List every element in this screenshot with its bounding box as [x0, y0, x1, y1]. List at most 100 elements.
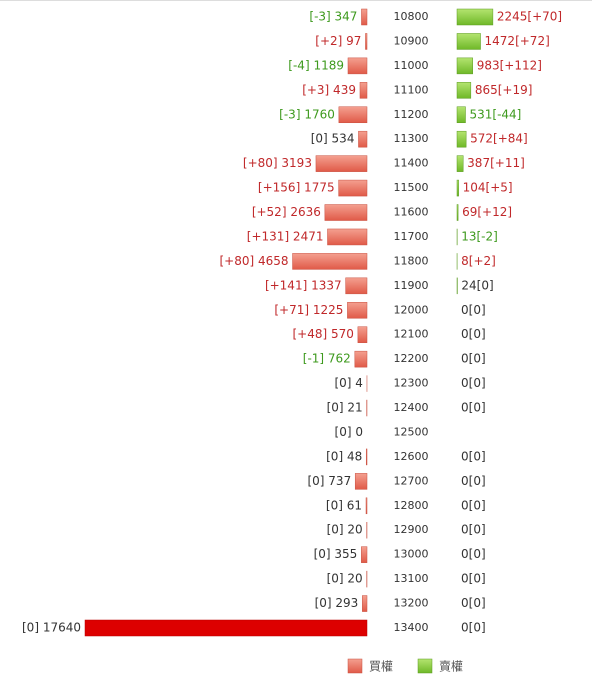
put-label: 865[+19]	[475, 83, 533, 97]
put-bar	[456, 106, 466, 124]
strike-label: 11900	[394, 279, 429, 292]
put-label: 0[0]	[461, 327, 486, 341]
put-label: 387[+11]	[467, 156, 525, 170]
call-label: [0] 48	[326, 449, 362, 463]
strike-label: 10900	[394, 34, 429, 47]
strike-label: 12100	[394, 328, 429, 341]
strike-label: 11700	[394, 230, 429, 243]
put-label: 0[0]	[461, 352, 486, 366]
call-bar	[362, 595, 368, 612]
call-bar	[361, 8, 368, 26]
put-label: 0[0]	[461, 572, 486, 586]
strike-label: 11100	[394, 83, 429, 96]
put-bar	[456, 155, 464, 172]
put-label: 0[0]	[461, 621, 486, 635]
strike-label: 10800	[394, 10, 429, 23]
put-bar	[456, 130, 467, 148]
put-bar	[456, 82, 472, 99]
call-bar	[315, 155, 368, 172]
strike-label: 13000	[394, 548, 429, 561]
put-label: 0[0]	[461, 376, 486, 390]
call-label: [0] 293	[315, 596, 359, 610]
legend-swatch	[417, 658, 433, 674]
put-bar	[456, 204, 459, 221]
call-label: [0] 534	[311, 132, 355, 146]
call-label: [+2] 97	[315, 34, 361, 48]
call-bar	[327, 228, 368, 246]
call-bar	[354, 350, 368, 368]
strike-label: 12300	[394, 377, 429, 390]
put-label: 531[-44]	[469, 107, 521, 121]
strike-label: 13400	[394, 621, 429, 634]
put-label: 0[0]	[461, 401, 486, 415]
put-label: 0[0]	[461, 547, 486, 561]
strike-label: 12200	[394, 352, 429, 365]
strike-label: 12400	[394, 401, 429, 414]
legend-swatch	[347, 658, 363, 674]
call-label: [+156] 1775	[258, 181, 335, 195]
strike-label: 11500	[394, 181, 429, 194]
legend-label: 買權	[369, 660, 393, 674]
call-label: [0] 17640	[22, 621, 81, 635]
call-label: [+141] 1337	[265, 278, 342, 292]
call-bar	[345, 277, 368, 295]
put-bar	[456, 57, 473, 75]
call-bar	[347, 302, 368, 319]
put-label: 0[0]	[461, 498, 486, 512]
call-label: [+52] 2636	[252, 205, 321, 219]
call-bar	[357, 326, 368, 343]
call-bar	[84, 619, 368, 637]
put-label: 2245[+70]	[497, 10, 562, 24]
call-label: [0] 4	[334, 376, 362, 390]
call-bar	[338, 106, 368, 124]
call-label: [+48] 570	[292, 327, 353, 341]
put-bar	[456, 179, 459, 197]
strike-label: 11600	[394, 206, 429, 219]
call-bar	[354, 473, 368, 490]
put-label: 572[+84]	[470, 132, 528, 146]
call-bar	[324, 204, 368, 221]
call-label: [-4] 1189	[288, 58, 344, 72]
call-label: [0] 20	[327, 523, 363, 537]
put-bar	[456, 8, 494, 26]
call-label: [-1] 762	[303, 352, 351, 366]
call-label: [0] 355	[314, 547, 358, 561]
put-label: 69[+12]	[462, 205, 512, 219]
strike-label: 13100	[394, 572, 429, 585]
call-label: [-3] 347	[309, 10, 357, 24]
call-label: [0] 737	[307, 474, 351, 488]
call-label: [0] 61	[326, 498, 362, 512]
put-label: 0[0]	[461, 449, 486, 463]
strike-label: 12900	[394, 523, 429, 536]
put-label: 983[+112]	[477, 58, 542, 72]
strike-label: 12800	[394, 499, 429, 512]
strike-label: 11300	[394, 132, 429, 145]
put-label: 104[+5]	[463, 181, 513, 195]
put-label: 1472[+72]	[485, 34, 550, 48]
call-bar	[365, 497, 368, 515]
strike-label: 12000	[394, 303, 429, 316]
call-label: [+80] 3193	[243, 156, 312, 170]
call-label: [0] 0	[335, 425, 363, 439]
put-label: 0[0]	[461, 596, 486, 610]
call-label: [0] 20	[327, 572, 363, 586]
strike-label: 12700	[394, 474, 429, 487]
legend-label: 賣權	[439, 659, 463, 674]
call-label: [0] 21	[327, 401, 363, 415]
strike-label: 13200	[394, 597, 429, 610]
put-bar	[456, 33, 481, 50]
call-label: [+131] 2471	[247, 229, 324, 243]
strike-label: 12600	[394, 450, 429, 463]
strike-label: 11200	[394, 108, 429, 121]
call-label: [-3] 1760	[279, 107, 335, 121]
strike-label: 11400	[394, 157, 429, 170]
put-label: 8[+2]	[461, 254, 496, 268]
call-bar	[347, 57, 368, 75]
call-bar	[365, 448, 368, 466]
call-bar	[338, 179, 368, 197]
call-label: [+71] 1225	[274, 303, 343, 317]
put-label: 0[0]	[461, 303, 486, 317]
put-label: 0[0]	[461, 474, 486, 488]
put-label: 0[0]	[461, 523, 486, 537]
